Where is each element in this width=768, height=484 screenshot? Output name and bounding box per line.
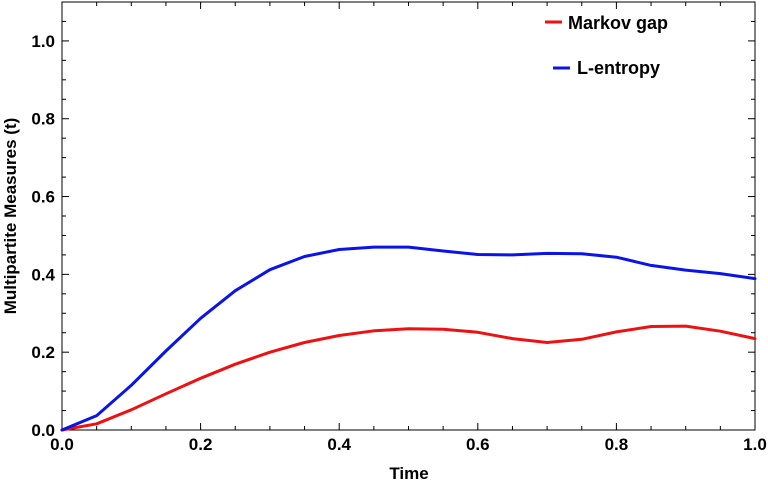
- y-tick-label: 0.0: [31, 421, 55, 440]
- x-tick-label: 0.6: [466, 435, 490, 454]
- series-line-markov-gap: [60, 324, 757, 432]
- x-axis-title: Time: [389, 464, 428, 483]
- x-tick-label: 0.0: [50, 435, 74, 454]
- y-tick-label: 0.2: [31, 343, 55, 362]
- y-tick-label: 0.4: [31, 265, 55, 284]
- series-lines: [60, 245, 757, 432]
- y-axis-title: Multipartite Measures (t): [1, 118, 20, 314]
- x-tick-label: 0.8: [605, 435, 629, 454]
- y-tick-label: 0.8: [31, 110, 55, 129]
- x-tick-label: 0.4: [327, 435, 351, 454]
- y-tick-label: 1.0: [31, 32, 55, 51]
- tick-labels: 0.0 0.2 0.4 0.6 0.8 1.0 0.0 0.2 0.4 0.6 0.8 1.0: [31, 32, 766, 454]
- legend-label-l-entropy: L-entropy: [577, 58, 660, 78]
- legend-label-markov-gap: Markov gap: [568, 13, 668, 33]
- legend: Markov gap L-entropy: [545, 13, 668, 78]
- y-tick-label: 0.6: [31, 188, 55, 207]
- series-line-l-entropy: [60, 245, 757, 432]
- axis-ticks: [61, 1, 756, 431]
- x-tick-label: 1.0: [743, 435, 767, 454]
- x-tick-label: 0.2: [189, 435, 213, 454]
